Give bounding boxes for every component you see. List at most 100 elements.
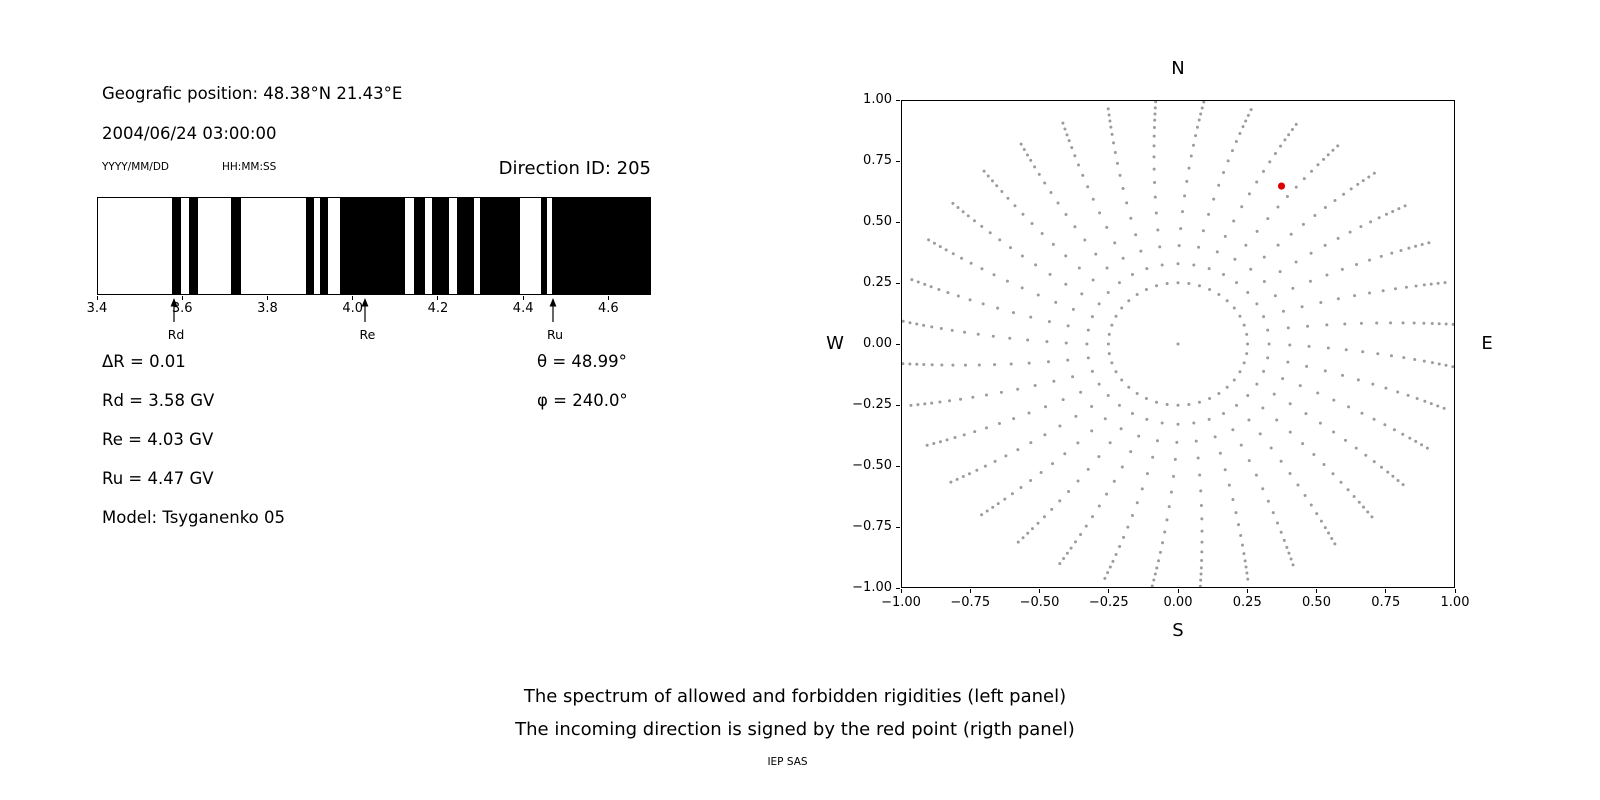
trajectory-dot bbox=[1222, 273, 1226, 277]
trajectory-dot bbox=[971, 395, 975, 399]
direction-y-tick bbox=[896, 99, 900, 101]
up-arrow-icon bbox=[170, 298, 178, 322]
trajectory-dot bbox=[996, 306, 1000, 310]
trajectory-dot bbox=[1090, 404, 1094, 408]
trajectory-dot bbox=[1285, 545, 1289, 549]
trajectory-dot bbox=[1413, 357, 1417, 361]
rigidity-band bbox=[431, 198, 449, 294]
date-format-label: YYYY/MM/DD bbox=[102, 161, 170, 173]
trajectory-dot bbox=[1192, 421, 1196, 425]
trajectory-dot bbox=[1021, 536, 1025, 540]
trajectory-dot bbox=[1153, 572, 1157, 576]
spectrum-axis-tick-label: 4.0 bbox=[342, 301, 364, 316]
trajectory-dot bbox=[1399, 248, 1403, 252]
rd-value-text: Rd = 3.58 GV bbox=[102, 391, 215, 410]
direction-x-tick bbox=[1039, 589, 1040, 593]
trajectory-dot bbox=[1239, 443, 1243, 447]
trajectory-dot bbox=[1289, 557, 1293, 561]
trajectory-dot bbox=[1194, 439, 1198, 443]
direction-y-tick-label: 0.00 bbox=[863, 336, 892, 351]
trajectory-dot bbox=[1081, 173, 1085, 177]
trajectory-dot bbox=[999, 390, 1003, 394]
trajectory-dot bbox=[1331, 472, 1335, 476]
direction-plot-frame bbox=[901, 100, 1455, 588]
trajectory-dot bbox=[1325, 323, 1329, 327]
trajectory-dot bbox=[1006, 196, 1010, 200]
trajectory-dot bbox=[1367, 175, 1371, 179]
trajectory-dot bbox=[1155, 439, 1159, 443]
trajectory-dot bbox=[1079, 390, 1083, 394]
trajectory-dot bbox=[1064, 254, 1068, 258]
trajectory-dot bbox=[1262, 255, 1266, 259]
trajectory-dot bbox=[1247, 418, 1251, 422]
trajectory-dot bbox=[1212, 197, 1216, 201]
trajectory-dot bbox=[1200, 558, 1204, 562]
delta-r-text: ΔR = 0.01 bbox=[102, 352, 186, 371]
trajectory-dot bbox=[1390, 251, 1394, 255]
trajectory-dot bbox=[1181, 210, 1185, 214]
trajectory-dot bbox=[1153, 112, 1157, 116]
trajectory-dot bbox=[1408, 436, 1412, 440]
trajectory-dot bbox=[1444, 363, 1448, 367]
trajectory-dot bbox=[1243, 559, 1247, 563]
trajectory-dot bbox=[1029, 441, 1033, 445]
trajectory-dot bbox=[1283, 138, 1287, 142]
trajectory-dot bbox=[1336, 144, 1340, 148]
spectrum-axis-tick-label: 3.6 bbox=[171, 301, 193, 316]
direction-x-tick bbox=[969, 589, 971, 593]
trajectory-dot bbox=[1291, 286, 1295, 290]
trajectory-dot bbox=[1420, 443, 1424, 447]
trajectory-dot bbox=[1273, 294, 1277, 298]
trajectory-dot bbox=[1303, 494, 1307, 497]
trajectory-dot bbox=[1112, 141, 1116, 145]
trajectory-dot bbox=[1372, 171, 1376, 175]
trajectory-dot bbox=[1097, 382, 1101, 386]
direction-y-tick bbox=[896, 282, 900, 284]
trajectory-dot bbox=[1319, 300, 1323, 304]
trajectory-dot bbox=[1145, 472, 1149, 476]
trajectory-dot bbox=[950, 328, 954, 332]
trajectory-dot bbox=[1027, 411, 1031, 415]
trajectory-dot bbox=[1383, 423, 1387, 427]
trajectory-dot bbox=[1393, 287, 1397, 291]
trajectory-dot bbox=[1129, 450, 1133, 454]
trajectory-dot bbox=[1134, 233, 1138, 237]
direction-id-text: Direction ID: 205 bbox=[498, 158, 651, 179]
trajectory-dot bbox=[960, 256, 964, 260]
trajectory-dot bbox=[922, 363, 926, 367]
direction-y-tick bbox=[896, 160, 900, 162]
cutoff-marker-label: Ru bbox=[546, 327, 564, 342]
trajectory-dot bbox=[1076, 441, 1080, 445]
trajectory-dot bbox=[1200, 106, 1204, 110]
trajectory-dot bbox=[1074, 414, 1078, 418]
trajectory-dot bbox=[976, 332, 980, 336]
trajectory-dot bbox=[1107, 352, 1111, 356]
trajectory-dot bbox=[1117, 281, 1121, 285]
trajectory-dot bbox=[1066, 324, 1070, 328]
trajectory-dot bbox=[1198, 473, 1202, 477]
trajectory-dot bbox=[1246, 577, 1250, 581]
spectrum-bar-area: 3.4 3.6 3.8 4.0 4.2 4.4 4.6 Rd Re Ru bbox=[87, 197, 651, 357]
trajectory-dot bbox=[1422, 321, 1426, 325]
trajectory-dot bbox=[1010, 492, 1014, 496]
trajectory-dot bbox=[1137, 434, 1141, 438]
trajectory-dot bbox=[1106, 394, 1110, 398]
spectrum-axis-tick-label: 3.4 bbox=[86, 301, 108, 316]
direction-y-tick bbox=[896, 526, 900, 528]
trajectory-dot bbox=[1347, 405, 1351, 409]
trajectory-dot bbox=[1063, 127, 1067, 131]
trajectory-dot bbox=[1215, 250, 1219, 254]
trajectory-dot bbox=[1020, 254, 1024, 258]
trajectory-dot bbox=[930, 325, 934, 329]
trajectory-dot bbox=[1152, 167, 1156, 171]
trajectory-dot bbox=[1279, 459, 1283, 463]
trajectory-dot bbox=[1401, 483, 1405, 487]
trajectory-dot bbox=[1402, 356, 1406, 360]
trajectory-dot bbox=[1266, 356, 1270, 360]
trajectory-dot bbox=[1197, 400, 1201, 404]
compass-east-label: E bbox=[1481, 333, 1493, 354]
trajectory-dot bbox=[992, 273, 996, 277]
trajectory-dot bbox=[1331, 148, 1335, 152]
trajectory-dot bbox=[1285, 195, 1289, 199]
trajectory-dot bbox=[1308, 279, 1312, 283]
